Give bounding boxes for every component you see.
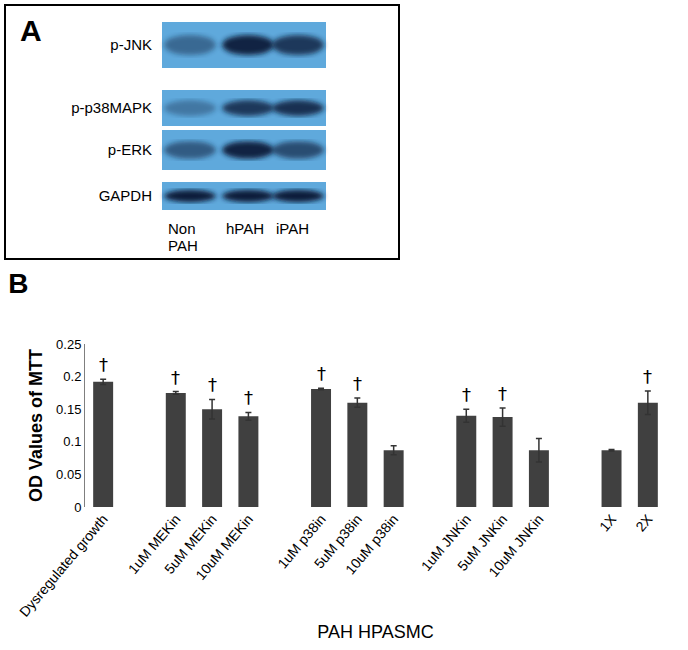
svg-text:5uM MEKin: 5uM MEKin (161, 511, 220, 577)
html-text:Non PAH: Non PAH (168, 220, 198, 254)
svg-text:0.15: 0.15 (56, 402, 81, 417)
svg-text:10uM p38in: 10uM p38in (342, 511, 401, 577)
svg-text:†: † (498, 383, 507, 404)
svg-text:0: 0 (74, 500, 81, 515)
svg-text:1uM JNKin: 1uM JNKin (418, 511, 474, 574)
svg-text:0.2: 0.2 (63, 369, 81, 384)
svg-text:0.05: 0.05 (56, 467, 81, 482)
svg-text:10uM JNKin: 10uM JNKin (485, 511, 546, 580)
html-text:p-p38MAPK: p-p38MAPK (71, 99, 152, 116)
svg-text:5uM JNKin: 5uM JNKin (454, 511, 510, 574)
svg-text:†: † (353, 373, 362, 394)
html-text:GAPDH: GAPDH (98, 187, 152, 204)
svg-text:1X: 1X (596, 511, 620, 535)
svg-text:†: † (317, 363, 326, 384)
svg-text:5uM p38in: 5uM p38in (311, 511, 365, 571)
svg-text:†: † (643, 366, 652, 387)
svg-text:OD Values of MTT: OD Values of MTT (26, 349, 46, 502)
svg-text:1uM MEKin: 1uM MEKin (125, 511, 184, 577)
html-text:A: A (20, 14, 42, 47)
svg-text:†: † (208, 374, 217, 395)
html-text:iPAH: iPAH (276, 220, 310, 237)
svg-text:†: † (244, 387, 253, 408)
svg-text:0.25: 0.25 (56, 337, 81, 352)
svg-text:1uM p38in: 1uM p38in (274, 511, 328, 571)
svg-text:PAH HPASMC: PAH HPASMC (317, 622, 433, 642)
svg-text:Dysregulated growth: Dysregulated growth (16, 511, 111, 620)
svg-text:†: † (99, 354, 108, 375)
svg-text:B: B (8, 268, 28, 299)
svg-text:10uM MEKin: 10uM MEKin (192, 511, 256, 583)
svg-text:†: † (171, 367, 180, 388)
svg-text:†: † (462, 384, 471, 405)
html-text:p-ERK: p-ERK (107, 141, 152, 158)
svg-text:0.1: 0.1 (63, 434, 81, 449)
html-text:p-JNK: p-JNK (110, 36, 152, 53)
svg-text:2X: 2X (632, 511, 656, 535)
html-text:hPAH: hPAH (226, 220, 265, 237)
